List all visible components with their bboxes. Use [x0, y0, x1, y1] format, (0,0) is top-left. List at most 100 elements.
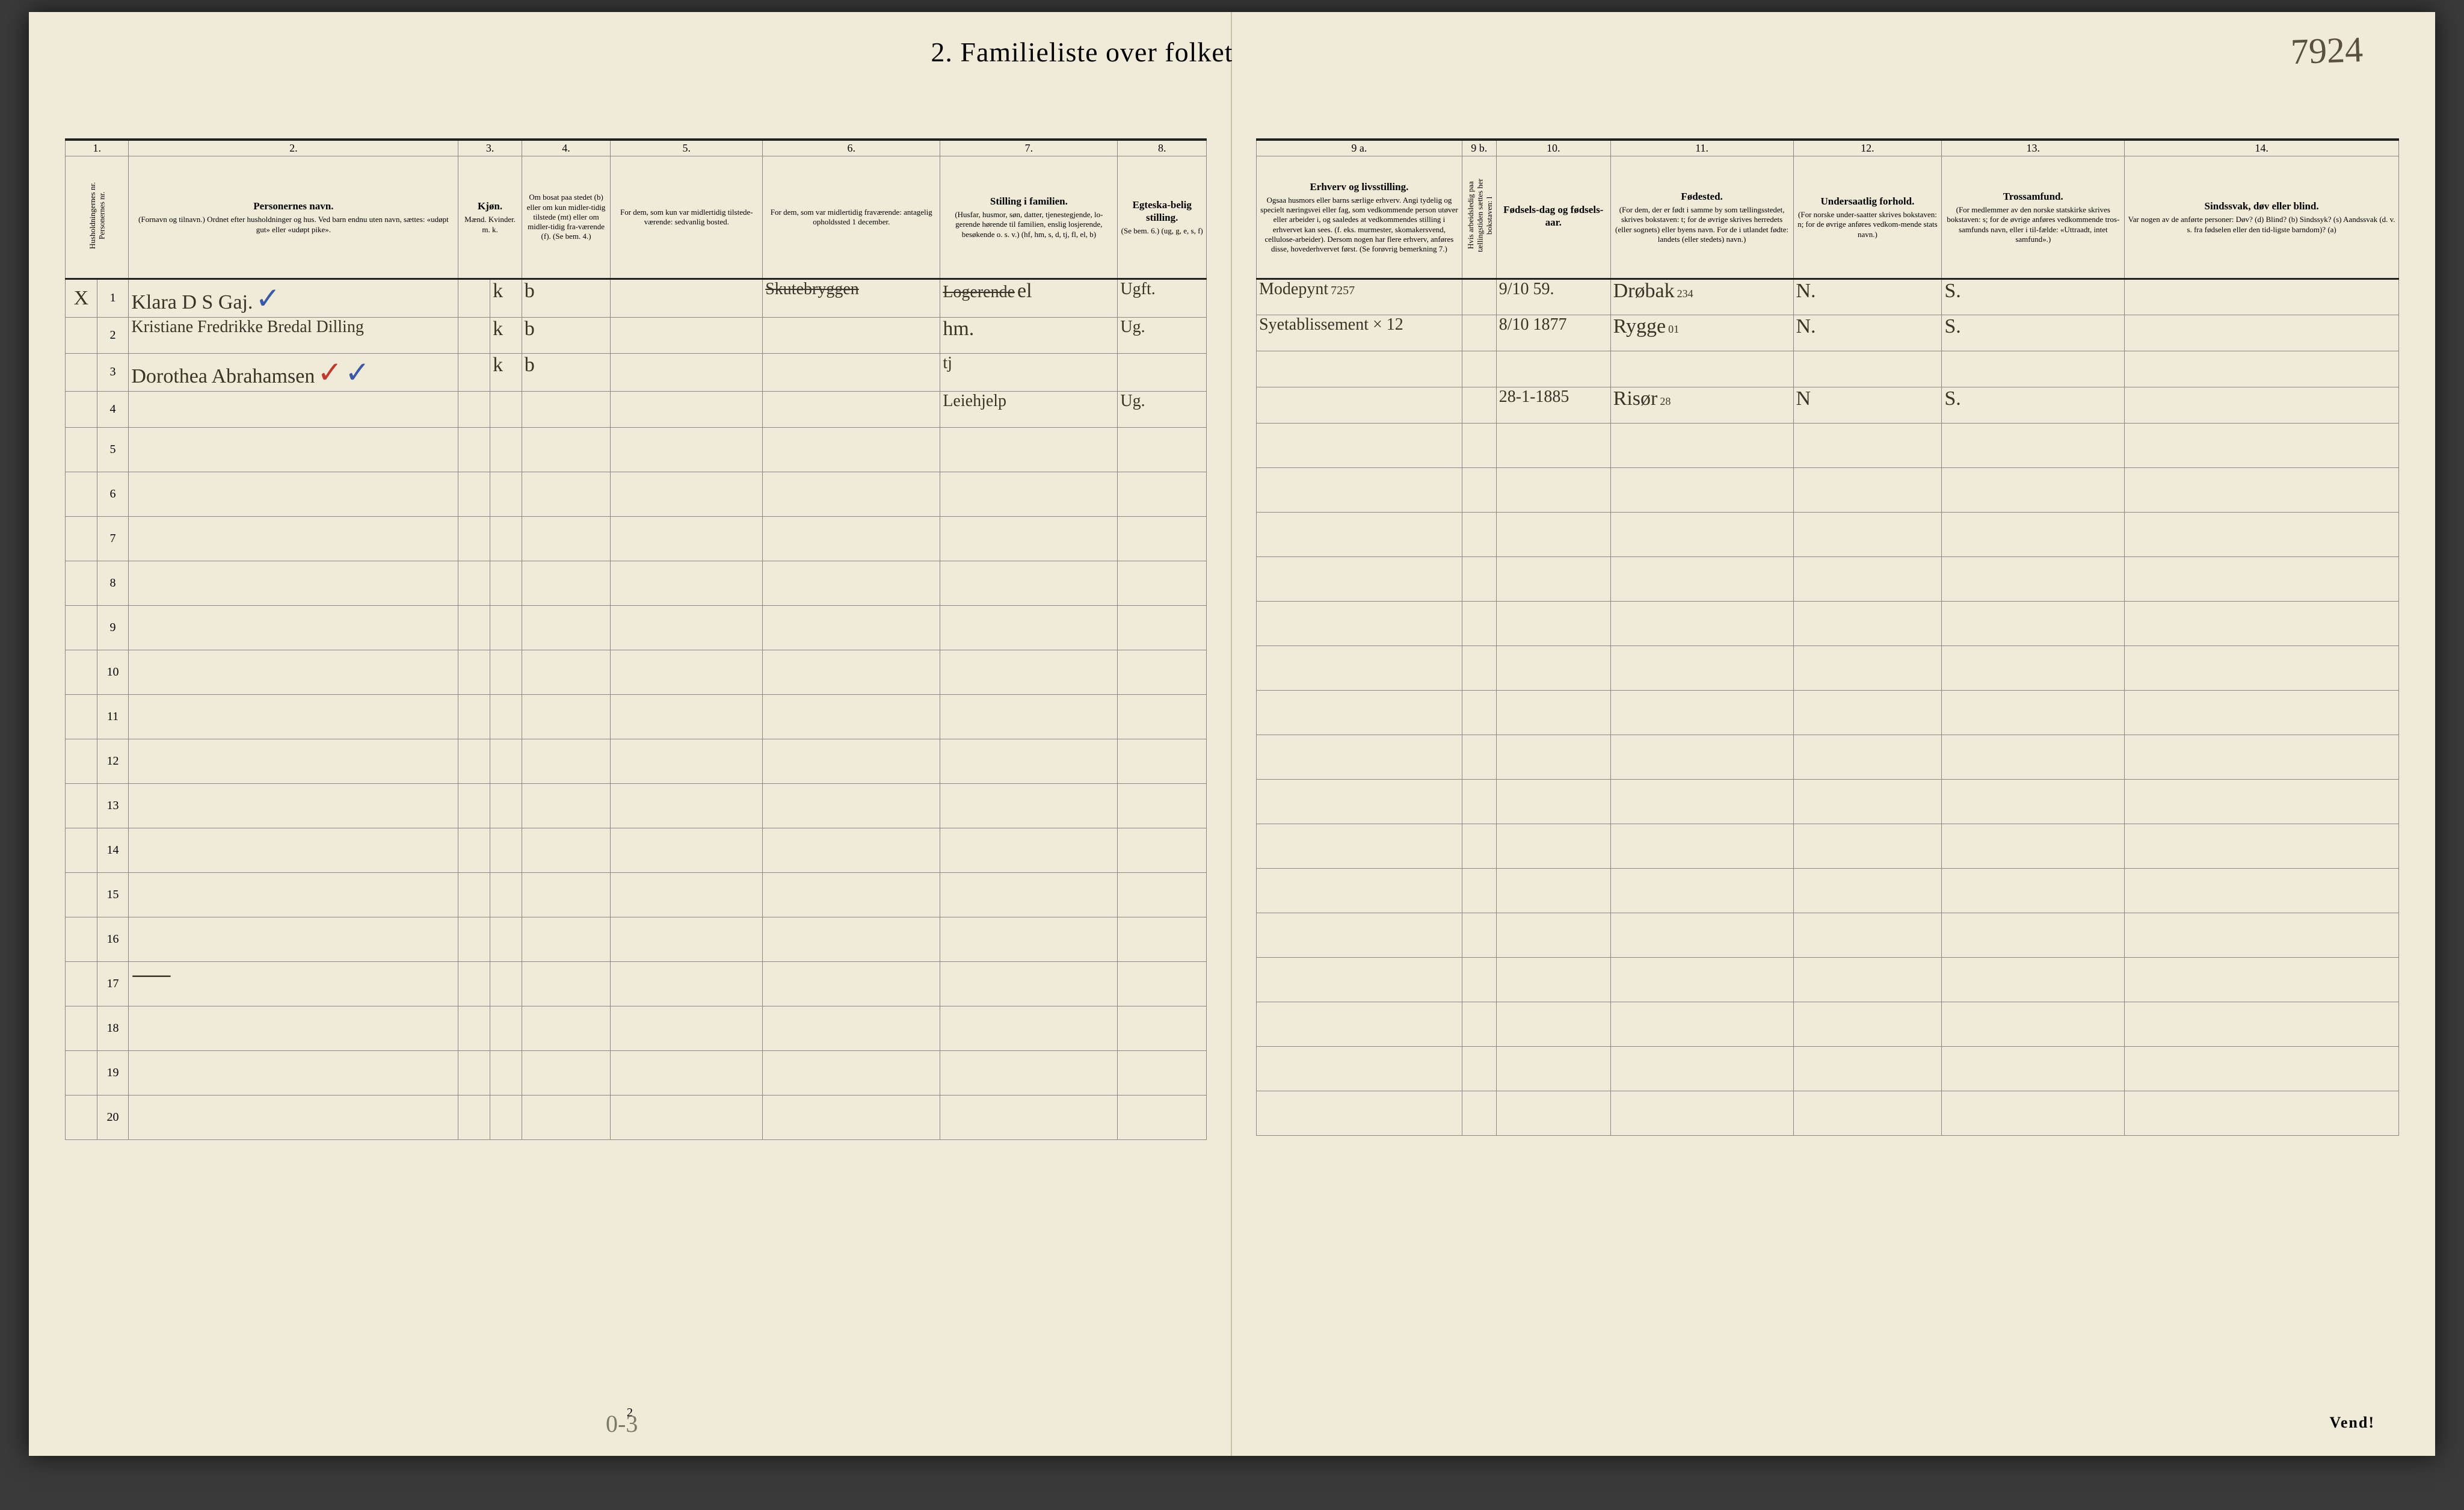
- col7-strike: Logerende: [943, 283, 1015, 301]
- census-table-left: 1. 2. 3. 4. 5. 6. 7. 8. Husholdningernes…: [65, 138, 1207, 1140]
- table-row: [1257, 423, 2399, 467]
- stray-mark: ⸺: [131, 961, 171, 988]
- birthdate: 9/10 59.: [1499, 280, 1554, 298]
- religion: S.: [1944, 387, 1960, 410]
- head-10: Fødsels-dag og fødsels-aar.: [1496, 156, 1610, 279]
- colnum-12: 12.: [1793, 140, 1942, 156]
- table-row: 9: [66, 605, 1207, 650]
- table-row: [1257, 957, 2399, 1002]
- table-row: [1257, 1002, 2399, 1046]
- head-9b: Hvis arbeidsledig paa tællingstiden sætt…: [1462, 156, 1496, 279]
- colnum-11: 11.: [1610, 140, 1793, 156]
- head-9a: Erhverv og livsstilling. Ogsaa husmors e…: [1257, 156, 1462, 279]
- table-body-right: Modepynt 7257 9/10 59. Drøbak 234 N. S. …: [1257, 279, 2399, 423]
- table-row: [1257, 1046, 2399, 1091]
- table-row: 28-1-1885 Risør 28 N S.: [1257, 387, 2399, 423]
- sex: k: [493, 280, 503, 302]
- person-name: Dorothea Abrahamsen: [131, 365, 315, 387]
- row-num: 7: [97, 516, 129, 561]
- table-row: [1257, 779, 2399, 824]
- bp-num: 01: [1668, 323, 1679, 335]
- census-table-right: 9 a. 9 b. 10. 11. 12. 13. 14. Erhverv og…: [1256, 138, 2399, 1136]
- sex: k: [493, 354, 503, 376]
- colnum-2: 2.: [129, 140, 458, 156]
- table-row: [1257, 556, 2399, 601]
- table-row: 14: [66, 828, 1207, 872]
- person-name: Kristiane Fredrikke Bredal Dilling: [131, 318, 363, 336]
- person-name: Klara D S Gaj.: [131, 291, 253, 313]
- head-3: Kjøn. Mænd. Kvinder. m. k.: [458, 156, 522, 279]
- bp-num: 28: [1660, 395, 1671, 407]
- census-book: 2. Familieliste over folketallet 1ste de…: [29, 12, 2435, 1456]
- colnum-row: 1. 2. 3. 4. 5. 6. 7. 8.: [66, 140, 1207, 156]
- row-num: 19: [97, 1050, 129, 1095]
- table-row: [1257, 868, 2399, 913]
- table-row: 16: [66, 917, 1207, 961]
- table-row: 6: [66, 472, 1207, 516]
- row-num: 1: [97, 279, 129, 317]
- col6-strike: Skutebryggen: [765, 280, 859, 298]
- birthplace: Drøbak: [1613, 280, 1675, 302]
- table-row: [1257, 735, 2399, 779]
- table-body-left: X 1 Klara D S Gaj. ✓ k b Skutebryggen Lo…: [66, 279, 1207, 427]
- row-num: 11: [97, 694, 129, 739]
- colnum-1: 1.: [66, 140, 129, 156]
- table-row: [1257, 351, 2399, 387]
- religion: S.: [1944, 315, 1960, 337]
- table-row: 19: [66, 1050, 1207, 1095]
- colhead-row: Husholdningernes nr. Personernes nr. Per…: [66, 156, 1207, 279]
- nationality: N: [1796, 387, 1811, 410]
- birthdate: 28-1-1885: [1499, 387, 1569, 406]
- colnum-8: 8.: [1118, 140, 1207, 156]
- colnum-13: 13.: [1942, 140, 2125, 156]
- occupation: Syetablissement × 12: [1259, 315, 1403, 334]
- table-row: 11: [66, 694, 1207, 739]
- head-8: Egteska-belig stilling. (Se bem. 6.) (ug…: [1118, 156, 1207, 279]
- head-11: Fødested. (For dem, der er født i samme …: [1610, 156, 1793, 279]
- check-icon: ✓: [255, 282, 280, 315]
- birthplace: Rygge: [1613, 315, 1666, 337]
- head-13: Trossamfund. (For medlemmer av den norsk…: [1942, 156, 2125, 279]
- vend-label: Vend!: [2329, 1414, 2375, 1432]
- bp-num: 234: [1677, 288, 1693, 300]
- head-2: Personernes navn. (Fornavn og tilnavn.) …: [129, 156, 458, 279]
- colnum-5: 5.: [611, 140, 763, 156]
- table-row: Modepynt 7257 9/10 59. Drøbak 234 N. S.: [1257, 279, 2399, 315]
- check-icon: ✓: [317, 356, 342, 389]
- head-7: Stilling i familien. (Husfar, husmor, sø…: [940, 156, 1118, 279]
- residence: b: [525, 354, 535, 376]
- table-row: [1257, 646, 2399, 690]
- pencil-note: 0-3: [606, 1410, 638, 1438]
- table-row: 18: [66, 1006, 1207, 1050]
- birthdate: 8/10 1877: [1499, 315, 1567, 334]
- head-1: Husholdningernes nr. Personernes nr.: [66, 156, 129, 279]
- birthplace: Risør: [1613, 387, 1658, 410]
- row-num: 16: [97, 917, 129, 961]
- table-row: Syetablissement × 12 8/10 1877 Rygge 01 …: [1257, 315, 2399, 351]
- table-row: X 1 Klara D S Gaj. ✓ k b Skutebryggen Lo…: [66, 279, 1207, 317]
- empty-rows-left: 567891011121314151617⸺181920: [66, 427, 1207, 1139]
- row-num: 2: [97, 317, 129, 353]
- colnum-10: 10.: [1496, 140, 1610, 156]
- row-num: 8: [97, 561, 129, 605]
- col7: tj: [943, 354, 952, 372]
- row-num: 13: [97, 783, 129, 828]
- table-row: 15: [66, 872, 1207, 917]
- colnum-4: 4.: [522, 140, 611, 156]
- table-row: 3 Dorothea Abrahamsen ✓ ✓ k b tj: [66, 353, 1207, 391]
- row-num: 5: [97, 427, 129, 472]
- colnum-3: 3.: [458, 140, 522, 156]
- marital: Ug.: [1120, 392, 1145, 410]
- marital: Ug.: [1120, 318, 1145, 336]
- table-row: [1257, 601, 2399, 646]
- row-num: 3: [97, 353, 129, 391]
- col7: hm.: [943, 318, 974, 340]
- row-mark: X: [74, 287, 89, 309]
- colnum-9b: 9 b.: [1462, 140, 1496, 156]
- empty-rows-right: [1257, 423, 2399, 1135]
- table-row: 10: [66, 650, 1207, 694]
- table-row: 7: [66, 516, 1207, 561]
- table-row: [1257, 1091, 2399, 1135]
- head-12: Undersaatlig forhold. (For norske under-…: [1793, 156, 1942, 279]
- head-14: Sindssvak, døv eller blind. Var nogen av…: [2125, 156, 2399, 279]
